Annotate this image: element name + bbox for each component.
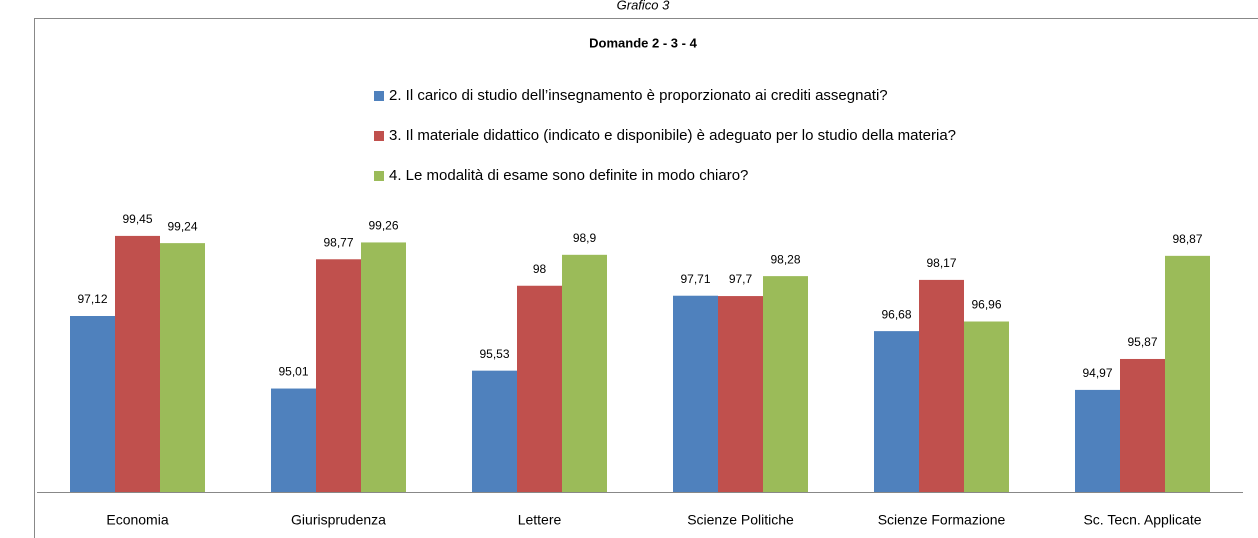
bar (115, 235, 160, 492)
chart-title: Domande 2 - 3 - 4 (589, 35, 697, 50)
bar (70, 316, 115, 492)
x-tick-label: Economia (106, 512, 168, 528)
value-label: 95,01 (278, 365, 308, 379)
bar (763, 276, 808, 492)
value-label: 98,77 (323, 235, 353, 249)
bar (874, 331, 919, 492)
x-tick-label: Scienze Politiche (687, 512, 794, 528)
legend-swatch (374, 131, 384, 141)
bar (964, 321, 1009, 492)
value-label: 98,17 (926, 256, 956, 270)
legend-swatch (374, 171, 384, 181)
bar (1075, 389, 1120, 492)
bar (160, 243, 205, 492)
caption: Grafico 3 (617, 0, 671, 12)
bar (1165, 255, 1210, 492)
x-tick-label: Lettere (518, 512, 562, 528)
legend-label: 4. Le modalità di esame sono definite in… (389, 167, 748, 184)
bar (271, 388, 316, 492)
bar (673, 295, 718, 492)
chart-border (34, 18, 1258, 538)
value-label: 98,9 (573, 231, 597, 245)
value-label: 97,7 (729, 272, 753, 286)
x-tick-label: Sc. Tecn. Applicate (1083, 512, 1201, 528)
bar (472, 370, 517, 492)
x-tick-label: Scienze Formazione (878, 512, 1006, 528)
legend-label: 3. Il materiale didattico (indicato e di… (389, 127, 956, 144)
value-label: 96,96 (971, 298, 1001, 312)
value-label: 97,12 (77, 292, 107, 306)
value-label: 94,97 (1082, 366, 1112, 380)
value-label: 98 (533, 262, 547, 276)
value-label: 98,87 (1172, 232, 1202, 246)
legend-swatch (374, 91, 384, 101)
value-label: 95,53 (479, 347, 509, 361)
bar (1120, 358, 1165, 492)
value-label: 97,71 (680, 272, 710, 286)
value-label: 98,28 (770, 252, 800, 266)
bar (718, 296, 763, 492)
bar (361, 242, 406, 492)
bar (517, 285, 562, 492)
legend-label: 2. Il carico di studio dell’insegnamento… (389, 87, 888, 104)
value-label: 96,68 (881, 307, 911, 321)
bar (562, 254, 607, 492)
bar (316, 259, 361, 492)
x-tick-label: Giurisprudenza (291, 512, 386, 528)
value-label: 99,24 (167, 219, 197, 233)
value-label: 99,45 (122, 212, 152, 226)
value-label: 95,87 (1127, 335, 1157, 349)
value-label: 99,26 (368, 219, 398, 233)
bar (919, 279, 964, 492)
